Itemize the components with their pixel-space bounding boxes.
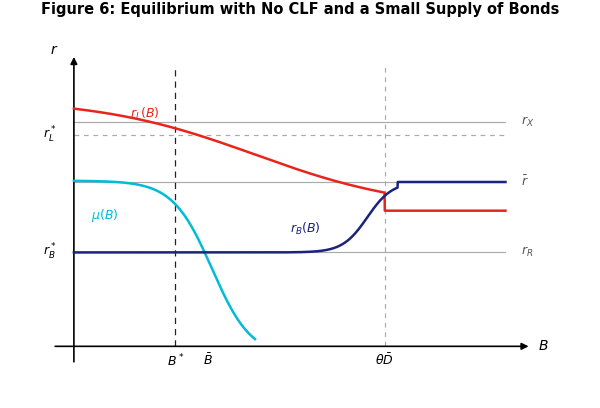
Text: $r_X$: $r_X$ (521, 115, 534, 129)
Text: $r_L(B)$: $r_L(B)$ (130, 106, 160, 122)
Text: $r$: $r$ (50, 43, 59, 57)
Text: $r_B(B)$: $r_B(B)$ (290, 221, 320, 237)
Text: $\mu(B)$: $\mu(B)$ (91, 207, 119, 224)
Text: Figure 6: Equilibrium with No CLF and a Small Supply of Bonds: Figure 6: Equilibrium with No CLF and a … (41, 2, 559, 17)
Text: $r_R$: $r_R$ (521, 245, 533, 259)
Text: $r_L^*$: $r_L^*$ (43, 125, 56, 145)
Text: $B$: $B$ (538, 339, 548, 353)
Text: $\theta\bar{D}$: $\theta\bar{D}$ (375, 353, 394, 368)
Text: $\bar{B}$: $\bar{B}$ (203, 353, 212, 368)
Text: $B^*$: $B^*$ (167, 353, 184, 370)
Text: $\bar{r}$: $\bar{r}$ (521, 175, 529, 189)
Text: $r_B^*$: $r_B^*$ (43, 242, 56, 262)
